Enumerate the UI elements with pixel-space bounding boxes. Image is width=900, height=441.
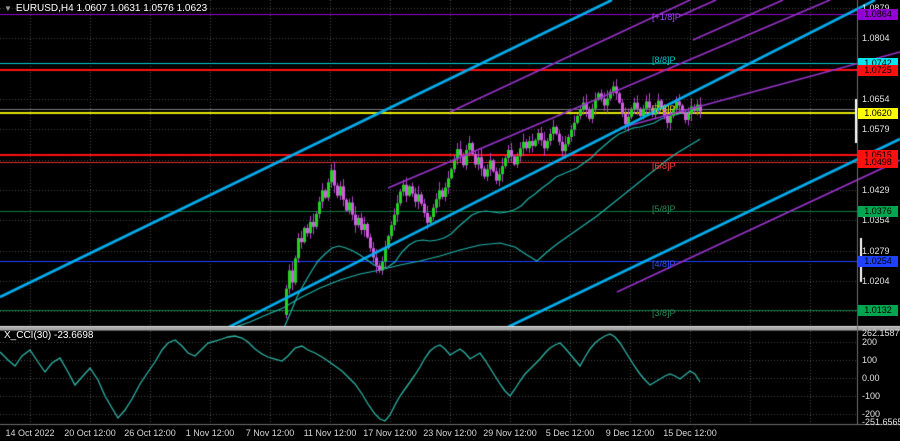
murray-level-label: [7/8]P [652, 103, 676, 114]
price-level-badge: 1.0725 [858, 65, 898, 77]
time-axis-label: 14 Oct 2022 [5, 428, 55, 438]
price-axis-label: 1.0879 [862, 3, 890, 13]
price-level-badge: 1.0515 [858, 150, 898, 162]
murray-level-label: [5/8]P [652, 204, 676, 215]
murray-level-label: [+1/8]P [652, 12, 681, 23]
cci-axis-label: 200 [862, 337, 878, 347]
murray-level-label: [8/8]P [652, 55, 676, 66]
price-level-badge: 1.0132 [858, 305, 898, 317]
price-level-badge: 1.0864 [858, 9, 898, 21]
price-axis-label: 1.0579 [862, 124, 890, 135]
time-axis-label: 17 Nov 12:00 [363, 428, 417, 438]
murray-level-label: [6/8]P [652, 161, 676, 172]
cci-axis-label: 100 [862, 355, 878, 365]
price-level-badge: 1.0498 [858, 157, 898, 169]
chart-dropdown-icon[interactable]: ▼ [4, 4, 12, 13]
price-axis-label: 1.0429 [862, 184, 890, 195]
price-level-badge: 1.0254 [858, 255, 898, 267]
indicator-label: X_CCI(30) -23.6698 [4, 330, 94, 341]
time-axis-label: 5 Dec 12:00 [545, 428, 595, 438]
murray-level-label: [3/8]P [652, 308, 676, 319]
time-axis-label: 7 Nov 12:00 [245, 428, 295, 438]
time-axis-label: 11 Nov 12:00 [303, 428, 357, 438]
time-axis-label: 20 Oct 12:00 [64, 428, 116, 438]
time-axis-label: 15 Dec 12:00 [663, 428, 717, 438]
time-axis-label: 1 Nov 12:00 [185, 428, 235, 438]
price-level-badge: 1.0620 [858, 107, 898, 119]
cci-axis-label: -200 [862, 409, 881, 419]
price-axis-label: 1.0804 [862, 33, 890, 44]
chart-title-bar: ▼ EURUSD,H4 1.0607 1.0631 1.0576 1.0623 [4, 3, 207, 14]
chart-title: EURUSD,H4 1.0607 1.0631 1.0576 1.0623 [15, 3, 208, 14]
price-axis-label: 1.0654 [862, 93, 890, 104]
price-axis-label: 1.0204 [862, 275, 890, 286]
cci-axis-label: -100 [862, 391, 881, 401]
cci-axis-min-label: -251.6565 [862, 417, 900, 427]
cci-axis-max-label: 262.1587 [862, 328, 900, 338]
price-axis-label: 1.0354 [862, 215, 890, 226]
time-axis-label: 26 Oct 12:00 [124, 428, 176, 438]
time-axis-label: 9 Dec 12:00 [605, 428, 655, 438]
murray-level-label: [4/8]P [652, 258, 676, 269]
time-axis-label: 23 Nov 12:00 [423, 428, 477, 438]
price-level-badge: 1.0376 [858, 206, 898, 218]
price-level-badge: 1.0742 [858, 58, 898, 70]
time-axis-label: 29 Nov 12:00 [483, 428, 537, 438]
cci-axis-label: 0.00 [862, 373, 880, 383]
price-axis-label: 1.0279 [862, 245, 890, 256]
